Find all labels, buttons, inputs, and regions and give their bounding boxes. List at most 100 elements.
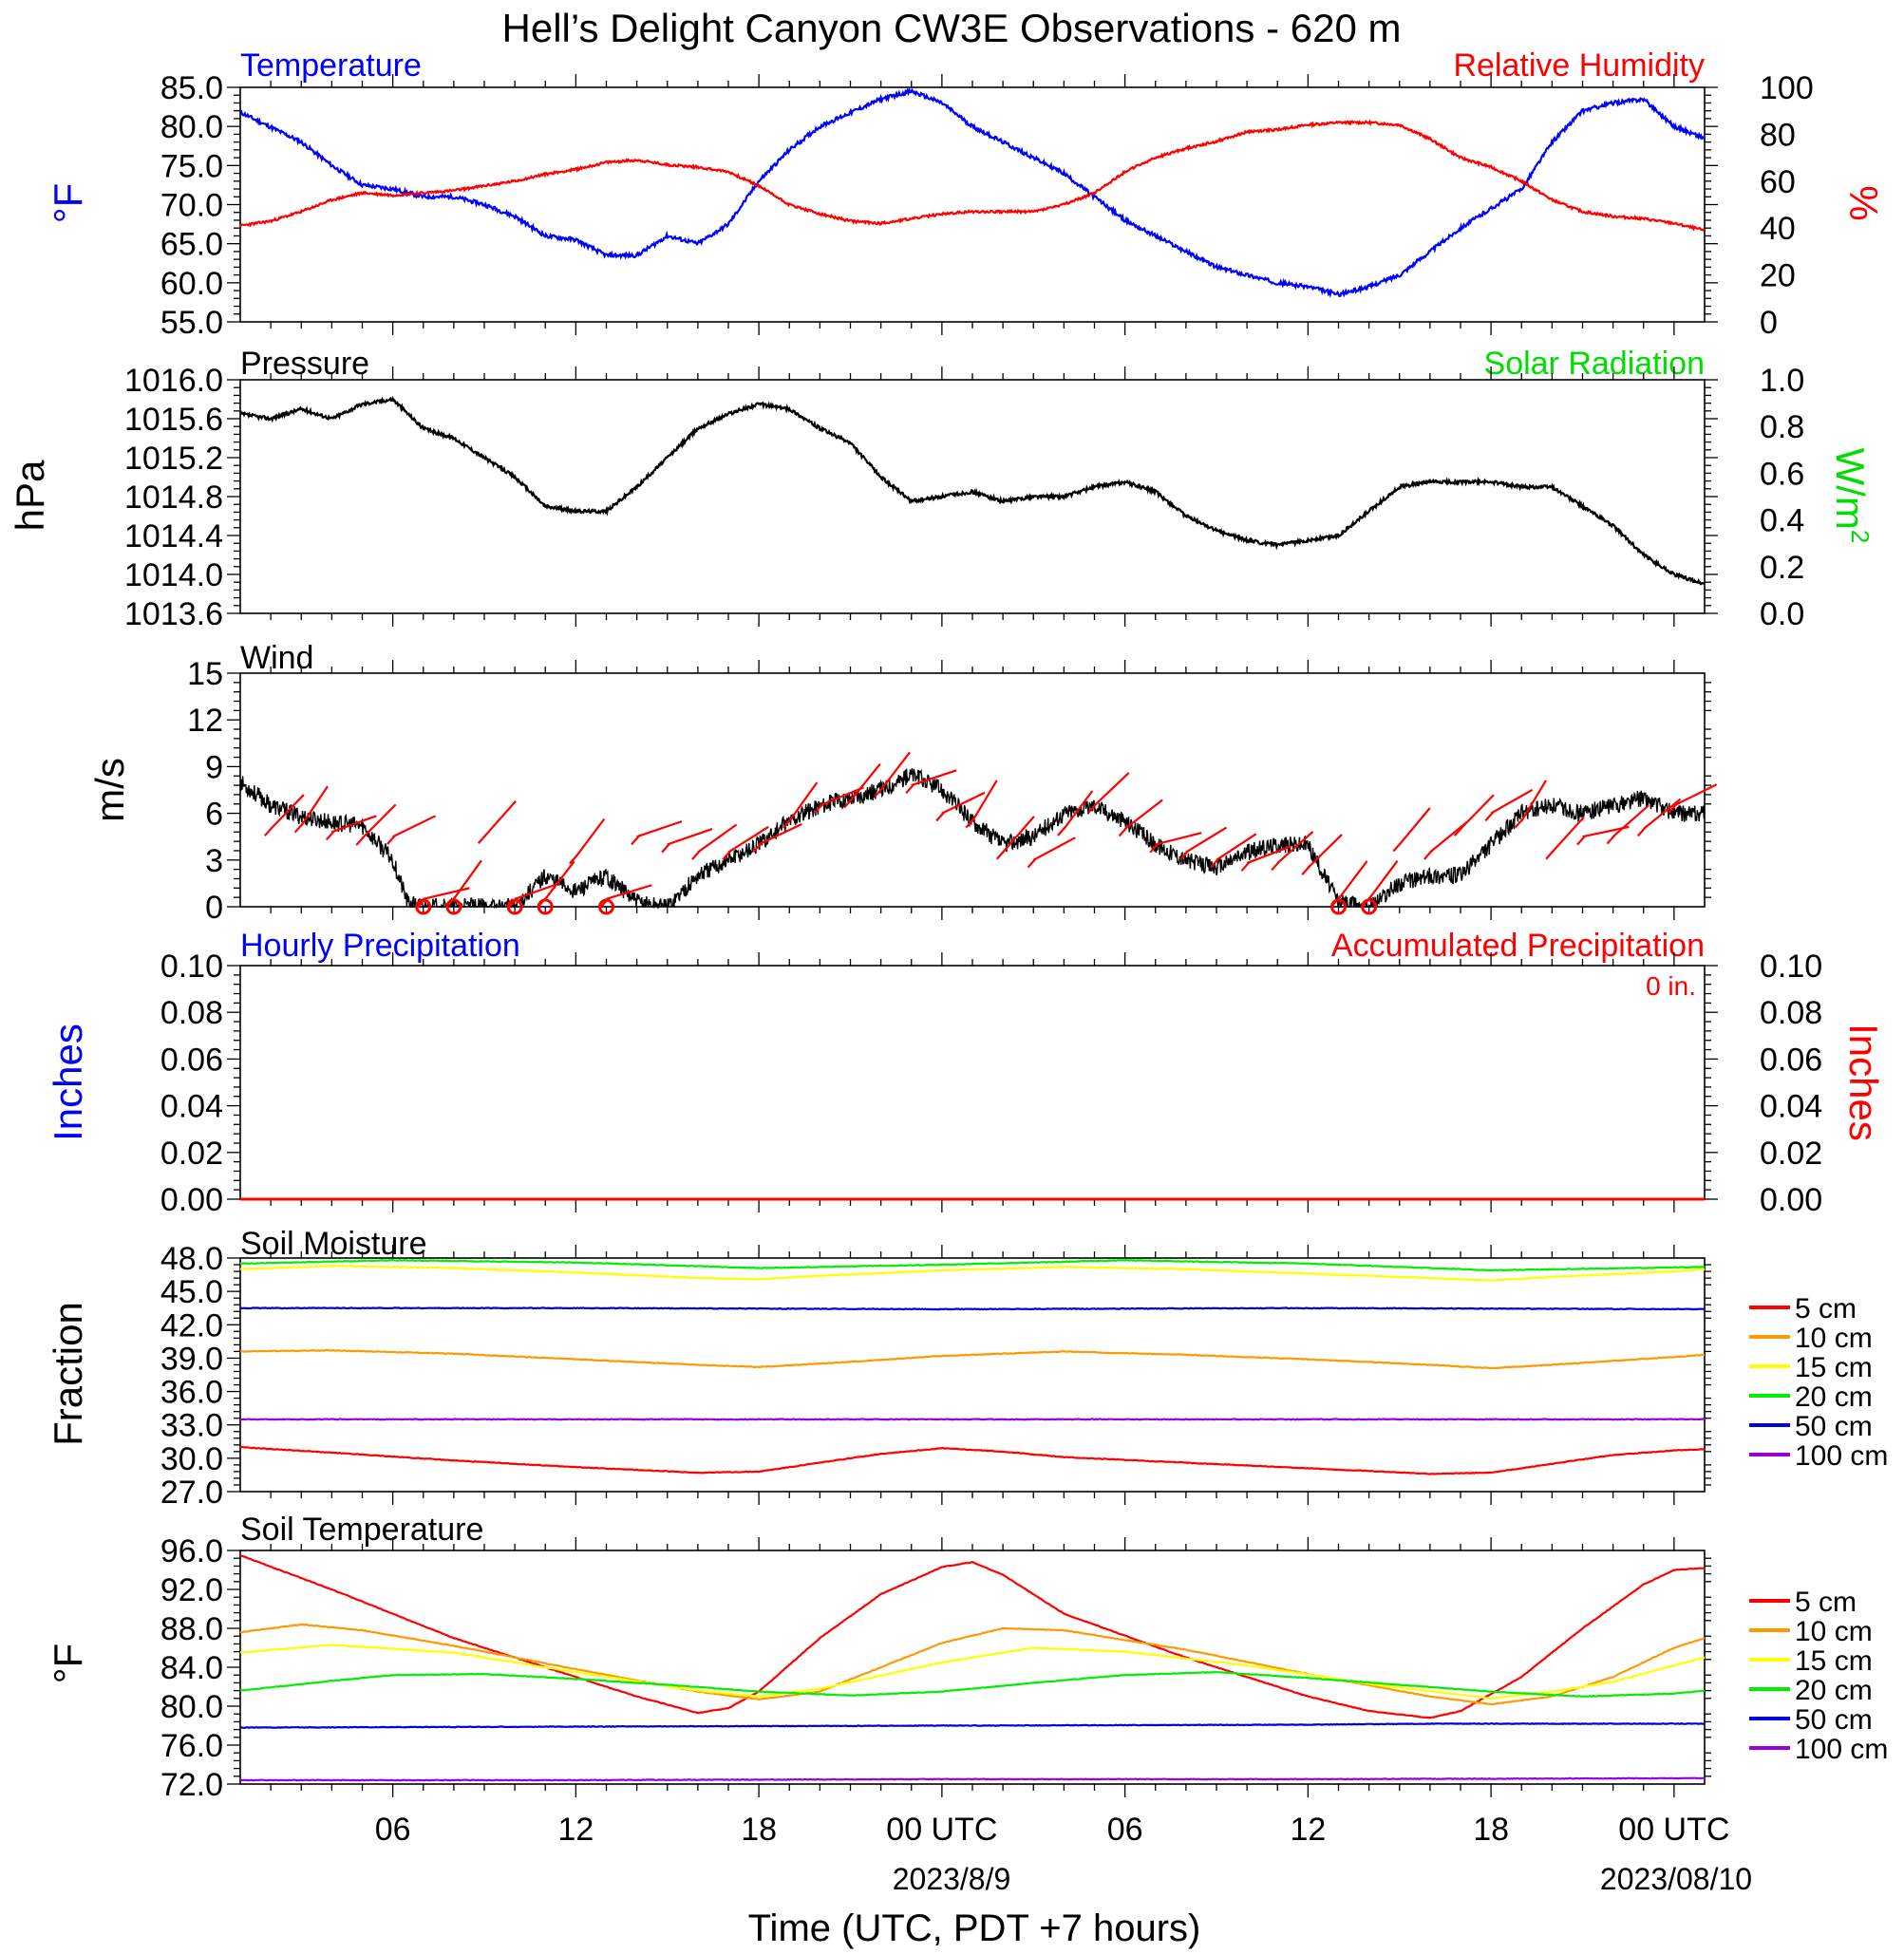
temperature-title: Temperature	[240, 47, 422, 84]
calm-wind-marker	[598, 898, 614, 915]
series-line-5cm	[239, 1554, 1706, 1719]
y-tick-label: 1013.6	[124, 596, 223, 632]
y-tick-label: 15	[187, 656, 223, 692]
humidity-axis-label: %	[1841, 185, 1886, 220]
series-line-15cm	[239, 1644, 1706, 1700]
wind-barb-staff	[423, 887, 470, 900]
x-tick-label: 18	[741, 1812, 777, 1848]
x-tick-label: 12	[557, 1812, 594, 1848]
legend-label: 15 cm	[1795, 1352, 1873, 1383]
y-tick-label: 1015.2	[124, 441, 223, 477]
y-tick-label: 36.0	[160, 1375, 223, 1411]
wind-barb-staff	[1643, 798, 1682, 830]
wind-barb-flag	[1087, 802, 1098, 814]
y2-tick-label: 0.08	[1760, 995, 1822, 1031]
panel-soil-temperature: Soil Temperature °F 96.092.088.084.080.0…	[46, 1512, 1888, 1803]
wind-barb-staff	[1276, 831, 1314, 864]
wind-barb-flag	[843, 798, 853, 809]
wind-barb-staff	[1093, 772, 1130, 807]
wind-barb-flag	[569, 854, 578, 865]
hourly-precip-title: Hourly Precipitation	[240, 928, 520, 964]
y-tick-label: 75.0	[160, 148, 223, 184]
pressure-axis-label: hPa	[8, 460, 52, 531]
wind-barb-staff	[270, 794, 305, 830]
y2-tick-label: 0.6	[1760, 456, 1804, 492]
wind-barb-staff	[452, 859, 482, 900]
wind-barb-staff	[941, 791, 986, 815]
time-axis: 06 12 18 00 UTC 06 12 18 00 UTC	[375, 1812, 1730, 1848]
y2-tick-label: 20	[1760, 258, 1796, 294]
soil-moisture-title: Soil Moisture	[240, 1226, 427, 1262]
series-line-20cm	[240, 1258, 1706, 1272]
y-tick-label: 0.00	[160, 1182, 223, 1218]
figure-title: Hell’s Delight Canyon CW3E Observations …	[502, 6, 1402, 50]
wind-barb-staff	[758, 823, 802, 846]
y-tick-label: 1014.0	[124, 557, 223, 593]
wind-barb-flag	[1149, 843, 1159, 854]
calm-wind-marker	[506, 898, 523, 915]
soil-temperature-axis-label: °F	[46, 1644, 90, 1683]
wind-title: Wind	[240, 640, 313, 676]
y-tick-label: 0.10	[160, 949, 223, 985]
wind-barb-staff	[606, 884, 652, 900]
y-tick-label: 0.06	[160, 1042, 223, 1078]
wind-barb-flag	[752, 842, 763, 854]
wind-barb-flag	[1514, 817, 1524, 829]
wind-barb-staff	[331, 815, 377, 834]
pressure-title: Pressure	[240, 346, 369, 382]
y2-tick-label: 0.8	[1760, 409, 1804, 445]
y2-tick-label: 0.2	[1760, 550, 1804, 586]
y-tick-label: 3	[205, 843, 223, 879]
series-line-5cm	[239, 1445, 1706, 1475]
y-tick-label: 12	[187, 703, 223, 739]
accumulated-precip-title: Accumulated Precipitation	[1331, 928, 1705, 964]
wind-barb-flag	[691, 850, 701, 860]
wind-barb-flag	[1545, 850, 1555, 860]
wind-barb-flag	[264, 826, 273, 836]
wind-barb-staff	[1398, 807, 1431, 846]
y-tick-label: 80.0	[160, 109, 223, 145]
panel-precipitation: Hourly Precipitation Accumulated Precipi…	[46, 928, 1886, 1218]
x-tick-label: 06	[375, 1812, 411, 1848]
y-tick-label: 96.0	[160, 1533, 223, 1569]
solar-radiation-unit-exponent: 2	[1846, 530, 1875, 543]
y-tick-label: 60.0	[160, 266, 223, 302]
y-tick-label: 0.04	[160, 1089, 223, 1125]
legend-label: 20 cm	[1795, 1675, 1873, 1706]
y-tick-label: 88.0	[160, 1611, 223, 1647]
wind-barb-flag	[935, 811, 945, 822]
wind-barb-staff	[1246, 845, 1292, 865]
y-tick-label: 70.0	[160, 188, 223, 224]
y2-tick-label: 0.4	[1760, 503, 1804, 539]
y-tick-label: 9	[205, 749, 223, 785]
wind-barb-staff	[879, 751, 911, 791]
y2-tick-label: 60	[1760, 164, 1796, 200]
wind-barb-staff	[1063, 790, 1094, 830]
wind-barb-flag	[386, 835, 396, 845]
plot-frame	[239, 1257, 1706, 1493]
wind-barb-flag	[1668, 803, 1677, 815]
panel-temperature-humidity: Temperature Relative Humidity °F % 85.08…	[46, 47, 1886, 341]
wind-barb-flag	[293, 822, 304, 834]
wind-barb-staff	[971, 780, 998, 822]
plot-frame	[239, 86, 1706, 323]
wind-barb-staff	[1185, 826, 1228, 854]
legend-label: 5 cm	[1795, 1293, 1857, 1325]
y-tick-label: 1014.8	[124, 479, 223, 516]
y-tick-label: 55.0	[160, 305, 223, 341]
wind-barb-staff	[849, 762, 881, 802]
temperature-axis-label: °F	[46, 183, 90, 223]
y-tick-label: 1016.0	[124, 363, 223, 399]
wind-barb-staff	[636, 820, 683, 838]
wind-barb-staff	[1307, 834, 1343, 869]
y2-tick-label: 0.02	[1760, 1136, 1822, 1172]
y-tick-label: 84.0	[160, 1650, 223, 1686]
legend-label: 5 cm	[1795, 1587, 1857, 1618]
wind-barb-flag	[874, 787, 883, 798]
wind-speed-line	[239, 768, 1706, 910]
series-line-50cm	[239, 1722, 1706, 1729]
legend-label: 10 cm	[1795, 1323, 1873, 1354]
wind-barb-staff	[1429, 821, 1468, 854]
x-tick-label: 00 UTC	[886, 1812, 997, 1848]
